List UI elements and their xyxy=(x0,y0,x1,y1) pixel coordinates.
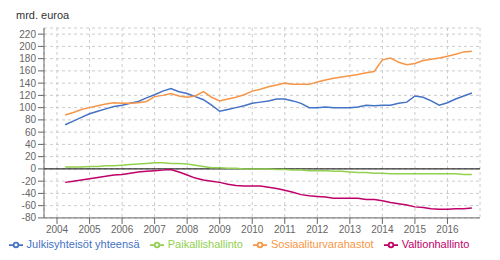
html-text:Valtionhallinto: Valtionhallinto xyxy=(401,237,470,250)
svg-text:2007: 2007 xyxy=(144,224,167,235)
svg-text:160: 160 xyxy=(19,65,36,76)
html-text:Sosiaaliturvarahastot: Sosiaaliturvarahastot xyxy=(271,237,374,250)
svg-text:2010: 2010 xyxy=(241,224,264,235)
svg-text:2013: 2013 xyxy=(339,224,362,235)
svg-text:20: 20 xyxy=(25,151,37,162)
svg-text:2016: 2016 xyxy=(436,224,459,235)
svg-text:2011: 2011 xyxy=(274,224,296,235)
svg-text:2009: 2009 xyxy=(209,224,232,235)
svg-text:80: 80 xyxy=(25,114,37,125)
html-text:Paikallishallinto: Paikallishallinto xyxy=(167,237,243,250)
svg-text:200: 200 xyxy=(19,41,36,52)
svg-text:-40: -40 xyxy=(22,188,37,199)
svg-text:2005: 2005 xyxy=(78,224,101,235)
svg-text:-80: -80 xyxy=(22,212,37,223)
svg-text:120: 120 xyxy=(19,90,36,101)
svg-text:2014: 2014 xyxy=(371,224,394,235)
html-text:Julkisyhteisöt yhteensä: Julkisyhteisöt yhteensä xyxy=(26,237,140,250)
svg-text:-20: -20 xyxy=(22,176,37,187)
html-text:mrd. euroa: mrd. euroa xyxy=(16,9,70,21)
svg-text:180: 180 xyxy=(19,53,36,64)
svg-text:100: 100 xyxy=(19,102,36,113)
svg-text:140: 140 xyxy=(19,78,36,89)
svg-text:0: 0 xyxy=(30,163,36,174)
svg-text:2015: 2015 xyxy=(404,224,427,235)
svg-text:-60: -60 xyxy=(22,200,37,211)
svg-text:220: 220 xyxy=(19,29,36,40)
svg-text:2004: 2004 xyxy=(46,224,69,235)
svg-text:60: 60 xyxy=(25,127,37,138)
svg-text:40: 40 xyxy=(25,139,37,150)
svg-text:2012: 2012 xyxy=(306,224,329,235)
svg-text:2006: 2006 xyxy=(111,224,134,235)
svg-text:2008: 2008 xyxy=(176,224,199,235)
